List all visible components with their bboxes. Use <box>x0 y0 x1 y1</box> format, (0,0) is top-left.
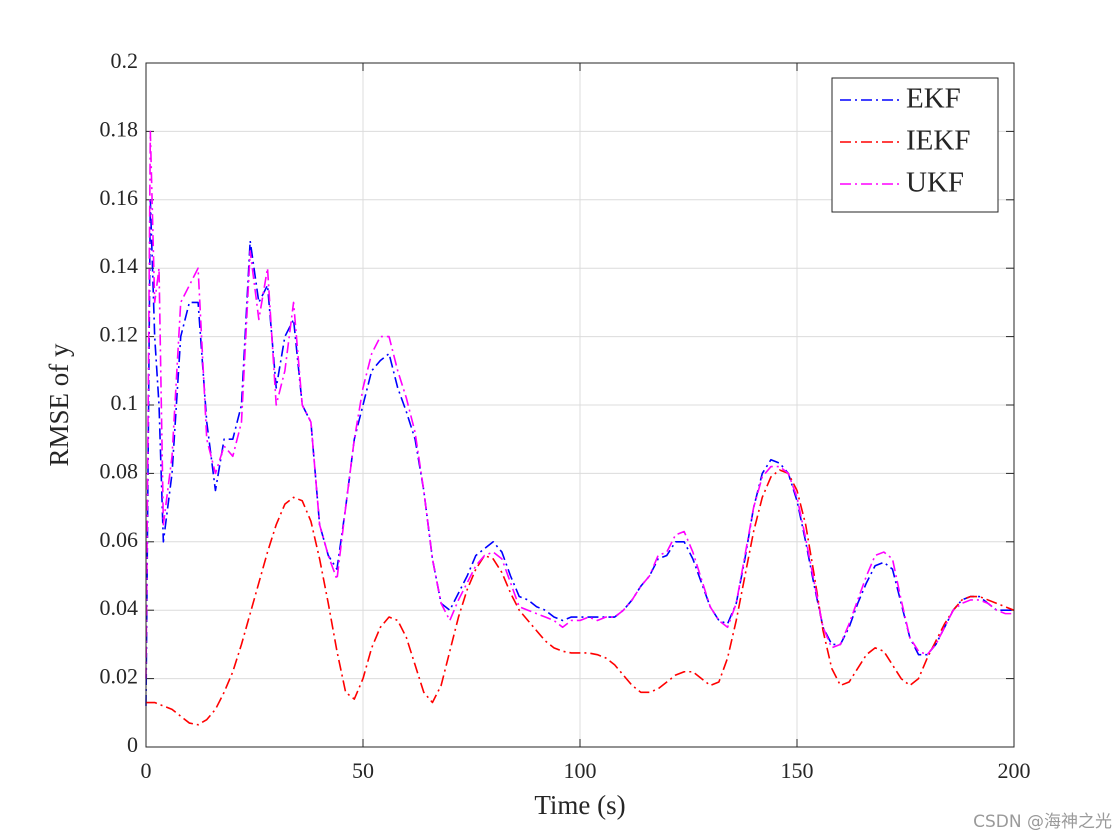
legend-label: IEKF <box>906 125 970 157</box>
y-tick-label: 0.02 <box>100 664 139 689</box>
y-tick-label: 0.18 <box>100 116 139 141</box>
y-tick-label: 0.14 <box>100 253 139 278</box>
x-axis-label: Time (s) <box>534 790 625 820</box>
watermark: CSDN @海神之光 <box>973 812 1112 832</box>
y-tick-label: 0.12 <box>100 322 139 347</box>
plot-frame <box>145 62 1015 748</box>
data-line <box>145 130 1014 679</box>
y-tick-label: 0.2 <box>111 48 139 73</box>
y-tick-label: 0.08 <box>100 458 139 483</box>
data-line <box>145 199 1014 706</box>
y-tick-label: 0.04 <box>100 595 139 620</box>
y-tick-label: 0.1 <box>111 390 139 415</box>
y-tick-label: 0.16 <box>100 185 139 210</box>
x-tick-label: 50 <box>352 758 374 783</box>
x-tick-label: 150 <box>781 758 814 783</box>
legend-label: UKF <box>906 167 964 199</box>
x-tick-label: 100 <box>564 758 597 783</box>
y-tick-label: 0.06 <box>100 527 139 552</box>
y-tick-label: 0 <box>127 732 138 757</box>
x-tick-label: 200 <box>998 758 1031 783</box>
data-line <box>146 469 1015 726</box>
legend-label: EKF <box>906 83 961 115</box>
y-axis-label: RMSE of y <box>44 343 74 467</box>
x-tick-label: 0 <box>141 758 152 783</box>
legend-box <box>831 77 999 213</box>
